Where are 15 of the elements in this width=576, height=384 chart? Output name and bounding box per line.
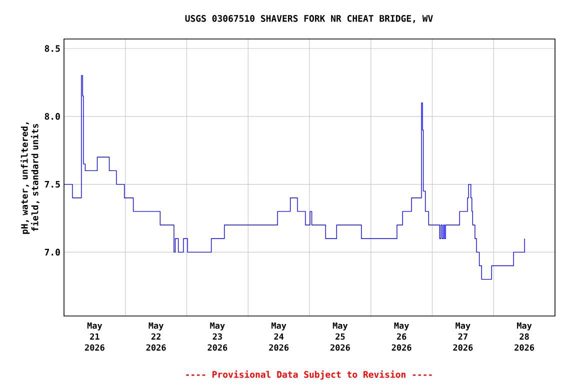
x-tick-label: May 23 2026 <box>208 322 228 351</box>
x-tick-label: May 26 2026 <box>392 322 412 351</box>
x-tick-label: May 21 2026 <box>84 322 104 351</box>
y-tick-label: 7.5 <box>44 180 60 188</box>
y-axis-title: pH, water, unfiltered, field, standard units <box>20 122 40 234</box>
y-tick-label: 7.0 <box>44 248 60 256</box>
x-tick-label: May 28 2026 <box>514 322 534 351</box>
x-tick-label: May 22 2026 <box>146 322 166 351</box>
x-tick-label: May 24 2026 <box>269 322 289 351</box>
x-tick-label: May 27 2026 <box>453 322 473 351</box>
x-tick-label: May 25 2026 <box>330 322 350 351</box>
y-tick-label: 8.0 <box>44 113 60 120</box>
chart-title: USGS 03067510 SHAVERS FORK NR CHEAT BRIDGE, WV <box>185 15 433 23</box>
text: ---- Provisional Data Subject to Revision ---- <box>186 370 432 380</box>
y-tick-label: 8.5 <box>44 45 60 52</box>
